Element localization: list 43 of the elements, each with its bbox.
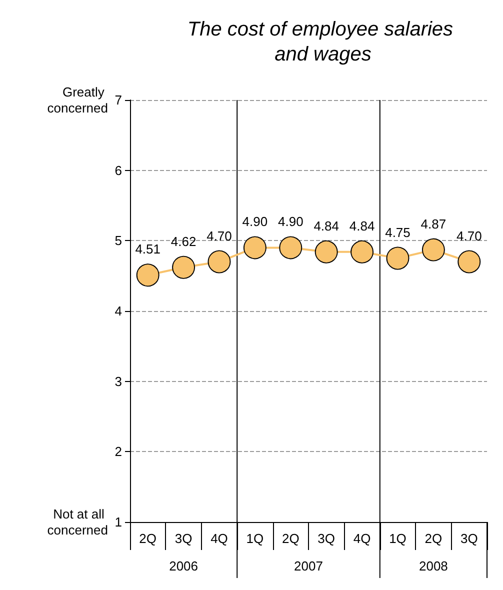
x-tick-label: 3Q [174,531,192,546]
x-tick-label: 1Q [246,531,264,546]
text: 2008 [418,558,448,574]
data-label: 4.84 [349,218,375,234]
y-tick-label: 5 [114,233,122,248]
point [422,238,445,262]
data-label: 4.90 [278,214,304,230]
x-tick-label: 4Q [210,531,228,546]
point [279,236,302,260]
x-tick-label: 2Q [424,531,442,546]
x-tick-label: 3Q [460,531,478,546]
data-label: 4.70 [456,228,482,244]
y-tick-label: 4 [114,304,122,318]
y-tick-label: 7 [114,92,122,108]
y-tick-label: 3 [114,374,122,389]
data-label: 4.87 [420,216,446,232]
x-tick-label: 1Q [389,531,406,546]
x-tick-label: 2Q [282,531,300,546]
point [386,246,410,270]
point [458,250,481,274]
data-label: 4.51 [135,242,161,257]
data-label: 4.70 [206,228,232,244]
text: Greatly concerned [47,84,108,116]
text: Not at all concerned [47,506,108,538]
point [243,236,266,260]
data-label: 4.62 [170,234,196,249]
data-label: 4.75 [385,224,410,240]
x-tick-label: 2Q [139,531,157,546]
y-tick-label: 6 [114,162,122,178]
point [172,256,196,279]
point [350,240,374,264]
y-tick-label: 1 [114,514,122,530]
data-label: 4.84 [314,218,340,234]
point [208,250,231,274]
text: 2007 [294,558,323,574]
point [136,264,160,287]
x-tick-label: 4Q [353,531,371,546]
text: 2006 [169,558,198,574]
x-tick-label: 3Q [318,531,336,546]
point [314,240,338,264]
data-label: 4.90 [242,214,268,230]
y-tick-label: 2 [114,444,122,460]
chart-title: The cost of employee salaries and wages [187,18,459,66]
